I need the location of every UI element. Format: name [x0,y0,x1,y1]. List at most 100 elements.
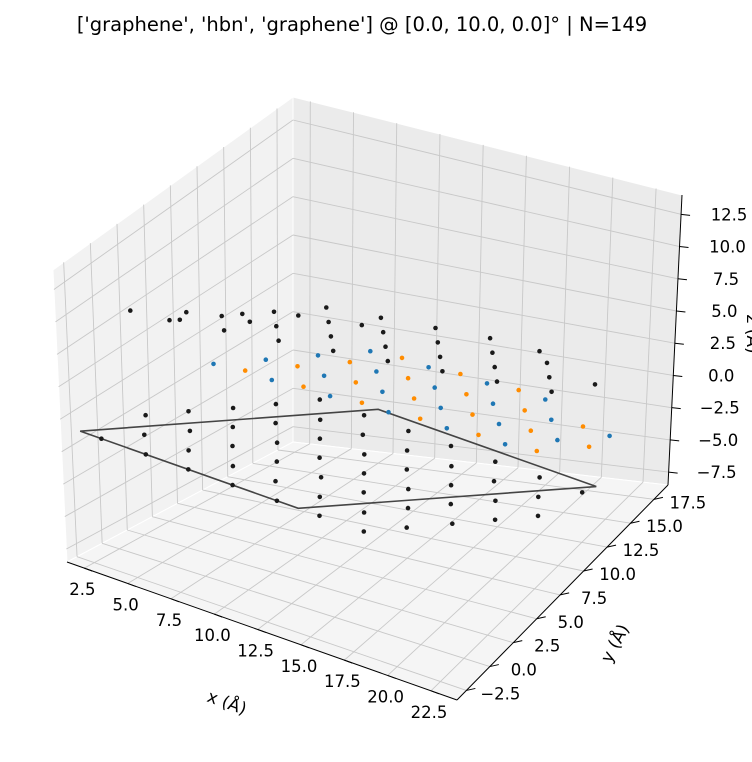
graphene-top-atom [490,350,495,356]
grid-line [152,516,537,620]
z-tick-mark [673,374,683,377]
graphene-top-atom [437,354,443,360]
grid-line [257,462,477,630]
graphene-bottom-atom [186,467,191,472]
z-tick-mark [677,278,688,281]
grid-line [249,127,254,464]
grid-line [58,234,294,388]
grid-line [177,502,561,596]
graphene-top-atom [221,328,227,333]
grid-line [56,196,294,355]
grid-line [59,272,294,420]
x-tick-mark [257,628,266,633]
grid-line [517,155,527,468]
graphene-bottom-atom [405,505,411,511]
grid-line [53,119,294,290]
hbn-boron-atom [444,426,450,431]
graphene-top-atom [219,313,224,319]
hbn-boron-atom [426,365,431,370]
grid-line [642,188,657,483]
x-tick-mark [84,567,93,572]
graphene-top-atom [240,311,245,317]
unit-cell-edge [79,408,597,510]
z-tick-label: −5.0 [698,431,738,450]
x-tick-mark [344,659,353,664]
x-tick-mark [127,582,136,587]
grid-line [300,467,519,646]
graphene-bottom-atom [537,475,542,480]
graphene-bottom-atom [448,501,454,507]
hbn-boron-atom [543,397,548,402]
hbn-nitrogen-atom [470,412,475,417]
y-axis-label: y (Å) [596,620,634,666]
graphene-top-atom [492,364,498,370]
grid-line [214,457,435,615]
hbn-boron-atom [496,421,502,427]
graphene-bottom-atom [536,494,541,500]
graphene-bottom-atom [404,448,410,453]
grid-line [196,166,204,491]
grid-line [387,477,602,676]
hbn-boron-atom [484,381,490,386]
graphene-top-atom [167,317,172,323]
hbn-nitrogen-atom [522,408,527,413]
graphene-top-atom [184,309,189,315]
graphene-top-atom [440,369,445,374]
grid-line [61,311,294,453]
graphene-bottom-atom [406,428,411,434]
graphene-bottom-atom [274,498,280,504]
hbn-boron-atom [607,433,612,439]
graphene-bottom-atom [579,490,585,495]
x-tick-label: 12.5 [237,641,274,660]
z-tick-mark [670,439,680,442]
hbn-boron-atom [321,373,327,379]
graphene-bottom-atom [362,452,367,457]
x-tick-mark [170,598,180,603]
y-tick-mark [466,687,476,691]
grid-line [102,542,490,667]
grid-line [292,272,675,344]
hbn-nitrogen-atom [464,392,469,397]
grid-line [84,443,310,569]
graphene-top-atom [487,335,493,341]
grid-line [89,243,103,544]
graphene-bottom-atom [186,409,191,414]
graphene-top-atom [537,348,542,354]
grid-line [434,134,441,459]
graphene-bottom-atom [230,463,236,469]
graphene-bottom-atom [404,467,410,472]
y-tick-mark [583,568,593,572]
grid-line [292,119,682,215]
graphene-bottom-atom [317,455,322,461]
graphene-bottom-atom [360,432,366,438]
unit-cell-outline [79,408,597,510]
graphene-top-atom [296,313,301,318]
y-tick-label: 7.5 [581,589,607,608]
hbn-boron-atom [327,393,333,399]
graphene-bottom-atom [361,510,367,515]
x-tick-label: 17.5 [324,672,361,691]
graphene-bottom-atom [406,486,411,492]
z-tick-mark [671,407,681,410]
graphene-top-atom [271,309,277,315]
graphene-bottom-atom [318,475,324,480]
grid-line [292,387,671,441]
grid-line [559,166,571,473]
grid-line [252,462,631,524]
grid-line [76,556,467,691]
hbn-nitrogen-atom [516,387,521,393]
graphene-bottom-atom [317,513,322,519]
grid-line [127,448,352,584]
y-axis-line [456,484,669,701]
hbn-nitrogen-atom [411,396,417,401]
y-tick-label: 12.5 [623,541,660,560]
hbn-boron-atom [374,369,379,374]
z-tick-label: 12.5 [711,205,748,224]
x-tick-label: 7.5 [156,611,182,630]
grid-line [66,426,294,550]
hbn-boron-atom [549,417,554,423]
grid-line [344,472,560,661]
hbn-nitrogen-atom [399,355,405,361]
grid-line [116,223,128,531]
